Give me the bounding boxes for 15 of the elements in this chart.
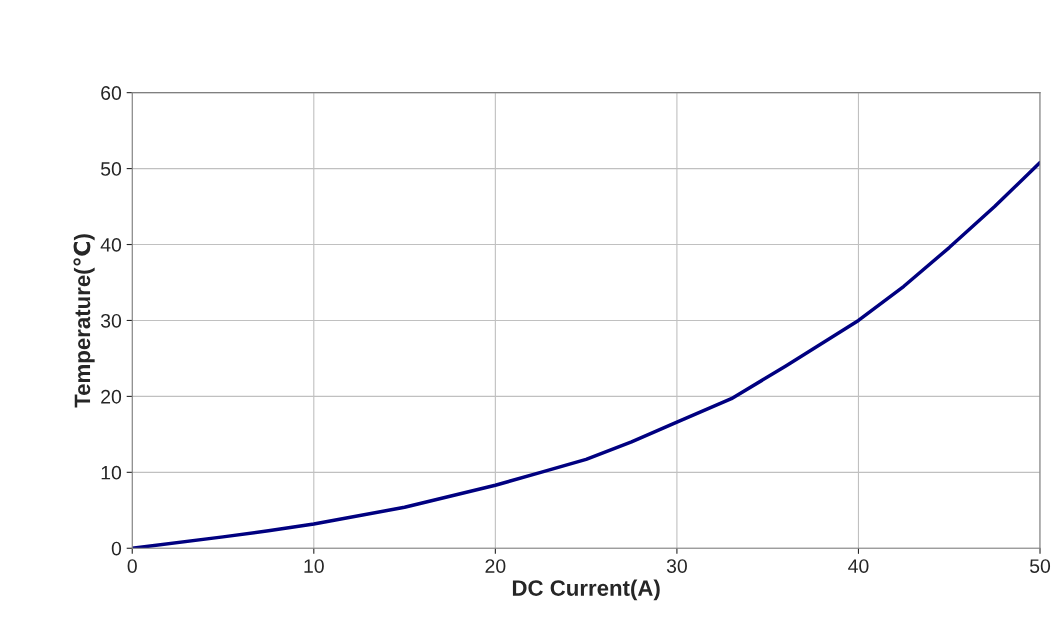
y-tick-label: 50 (100, 162, 122, 176)
x-tick-label: 20 (485, 559, 506, 573)
y-tick-label: 30 (100, 313, 122, 328)
y-tick-label: 60 (101, 86, 122, 100)
x-tick-label: 0 (127, 559, 137, 573)
x-tick-label: 50 (1029, 559, 1051, 573)
x-tick-label: 40 (848, 559, 869, 573)
x-axis-title: DC Current(A) (512, 579, 660, 601)
y-tick-label: 0 (111, 541, 122, 556)
y-tick-label: 20 (101, 389, 122, 404)
x-tick-label: 30 (666, 559, 687, 573)
x-tick-label: 10 (304, 559, 324, 573)
y-tick-label: 40 (100, 237, 122, 252)
y-tick-label: 10 (101, 465, 122, 480)
y-axis-title: Temperature(℃) (73, 234, 95, 408)
